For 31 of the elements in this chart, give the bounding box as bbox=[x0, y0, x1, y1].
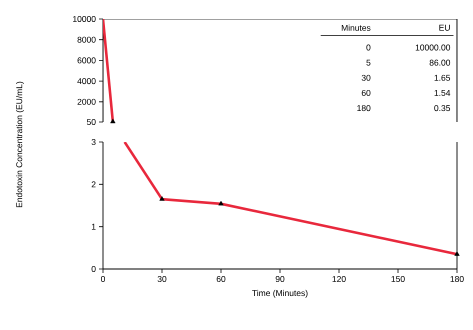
x-tick-label: 30 bbox=[158, 276, 166, 282]
annotation: 1.65 bbox=[434, 74, 450, 81]
y-tick-label: 2000 bbox=[78, 98, 96, 105]
x-tick-label: 120 bbox=[332, 276, 346, 282]
x-axis-title: Time (Minutes) bbox=[252, 290, 308, 298]
x-tick-label: 180 bbox=[450, 276, 464, 282]
y-axis-title: Endotoxin Concentration (EU/mL) bbox=[16, 82, 24, 208]
annotation: 5 bbox=[366, 60, 370, 66]
y-tick-label: 4000 bbox=[77, 78, 96, 84]
annotation: 0 bbox=[366, 44, 370, 51]
y-tick-label: 10000 bbox=[73, 16, 96, 22]
annotation: 60 bbox=[362, 90, 370, 96]
annotation: 180 bbox=[357, 105, 370, 112]
annotation: 1.54 bbox=[434, 90, 450, 96]
y-tick-label: 2 bbox=[92, 181, 96, 188]
annotation: 30 bbox=[362, 74, 370, 81]
y-tick-label: 3 bbox=[92, 139, 96, 145]
annotation: 10000.00 bbox=[416, 44, 450, 51]
x-tick-label: 0 bbox=[100, 276, 106, 282]
y-tick-label: 8000 bbox=[78, 36, 96, 43]
annotation: 0.35 bbox=[434, 105, 450, 112]
x-tick-label: 150 bbox=[392, 276, 405, 282]
y-tick-label: 50 bbox=[86, 119, 96, 125]
annotation: EU bbox=[439, 24, 450, 31]
x-tick-label: 90 bbox=[276, 276, 284, 282]
annotation: Minutes bbox=[342, 24, 370, 31]
annotation: 86.00 bbox=[430, 60, 450, 66]
y-tick-label: 6000 bbox=[78, 57, 96, 64]
y-tick-label: 0 bbox=[92, 266, 96, 272]
x-tick-label: 60 bbox=[216, 276, 226, 282]
y-tick-label: 1 bbox=[92, 224, 96, 230]
